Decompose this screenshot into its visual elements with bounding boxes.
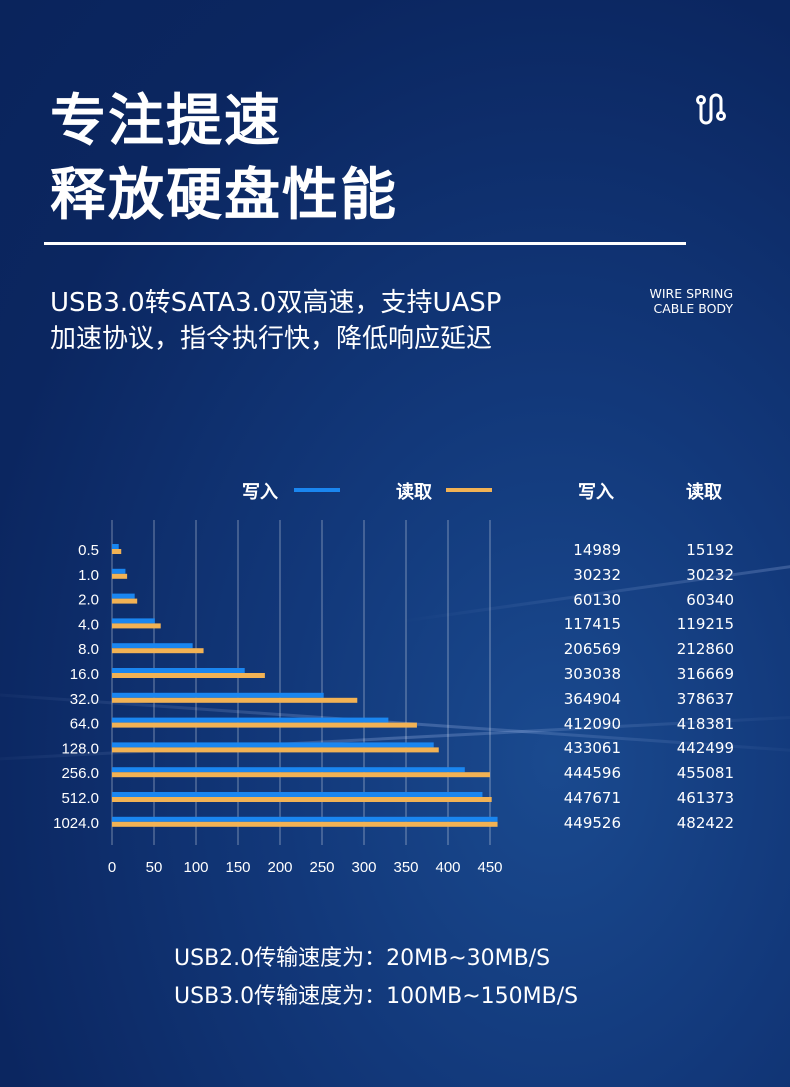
bar-read	[112, 573, 128, 579]
read-value: 455081	[676, 764, 734, 783]
x-tick-label: 450	[477, 859, 502, 876]
tag-line1: WIRE SPRING	[649, 286, 733, 301]
tagline: WIRE SPRING CABLE BODY	[640, 286, 733, 316]
footer-usb3: USB3.0传输速度为：100MB~150MB/S	[174, 984, 579, 1009]
read-value: 461373	[676, 789, 734, 807]
bar-write	[112, 643, 193, 649]
y-tick-label: 8.0	[78, 641, 99, 658]
write-value: 60130	[573, 590, 621, 609]
bar-read	[112, 598, 138, 604]
bar-write	[112, 717, 389, 723]
y-tick-label: 256.0	[61, 765, 99, 782]
x-tick-label: 350	[393, 859, 418, 876]
footer-usb2: USB2.0传输速度为：20MB~30MB/S	[174, 946, 551, 971]
x-tick-label: 0	[108, 859, 116, 876]
write-value: 433061	[563, 739, 621, 758]
read-value: 442499	[676, 739, 734, 758]
write-value: 364904	[563, 689, 621, 708]
read-value: 60340	[686, 590, 734, 609]
read-value: 30232	[686, 565, 734, 584]
x-tick-label: 100	[183, 859, 208, 876]
table-header-write: 写入	[578, 482, 614, 503]
read-value: 418381	[676, 714, 734, 733]
table-header-read: 读取	[686, 482, 722, 503]
y-tick-label: 64.0	[70, 716, 99, 733]
bar-write	[112, 816, 498, 822]
tag-line2: CABLE BODY	[653, 301, 733, 316]
page-title-line2: 释放硬盘性能	[50, 163, 398, 228]
read-value: 482422	[676, 813, 734, 832]
y-tick-label: 32.0	[70, 691, 99, 708]
legend-write-label: 写入	[242, 482, 278, 503]
write-value: 447671	[563, 789, 621, 807]
cable-icon	[696, 93, 726, 125]
legend-read-swatch	[446, 488, 492, 492]
bar-read	[112, 821, 498, 827]
read-value: 15192	[686, 541, 734, 559]
y-tick-label: 16.0	[70, 666, 99, 683]
x-tick-label: 200	[267, 859, 292, 876]
bar-write	[112, 618, 155, 624]
write-value: 303038	[563, 665, 621, 683]
write-value: 117415	[563, 615, 621, 634]
x-tick-label: 400	[435, 859, 460, 876]
bar-write	[112, 742, 434, 748]
bar-write	[112, 568, 126, 574]
write-value: 206569	[563, 640, 621, 659]
bar-write	[112, 792, 483, 797]
y-tick-label: 1.0	[78, 567, 99, 584]
write-value: 14989	[573, 541, 621, 559]
write-value: 449526	[563, 813, 621, 832]
read-value: 119215	[676, 615, 734, 634]
y-tick-label: 512.0	[61, 790, 99, 807]
write-value: 30232	[573, 565, 621, 584]
bar-read	[112, 747, 439, 753]
write-value: 444596	[563, 764, 621, 783]
y-tick-label: 2.0	[78, 592, 99, 609]
bar-write	[112, 593, 135, 599]
bar-write	[112, 544, 119, 549]
bar-read	[112, 549, 122, 554]
bar-read	[112, 697, 358, 703]
bar-write	[112, 668, 245, 673]
bar-read	[112, 673, 265, 678]
bar-read	[112, 623, 161, 629]
write-value: 412090	[563, 714, 621, 733]
x-tick-label: 150	[225, 859, 250, 876]
bar-read	[112, 648, 204, 654]
bar-read	[112, 772, 490, 778]
page-title: 专注提速	[50, 89, 282, 154]
bar-read	[112, 797, 492, 802]
read-value: 316669	[676, 665, 734, 683]
subtitle-line1: USB3.0转SATA3.0双高速，支持UASP	[50, 288, 502, 318]
read-value: 378637	[676, 689, 734, 708]
x-tick-label: 300	[351, 859, 376, 876]
y-tick-label: 128.0	[61, 740, 99, 757]
legend-read-label: 读取	[396, 482, 432, 503]
read-value: 212860	[676, 640, 734, 659]
divider	[44, 242, 686, 245]
bar-write	[112, 692, 324, 698]
bar-read	[112, 722, 417, 728]
x-tick-label: 250	[309, 859, 334, 876]
y-tick-label: 1024.0	[53, 815, 99, 832]
subtitle-line2: 加速协议，指令执行快，降低响应延迟	[50, 324, 493, 354]
bar-write	[112, 767, 465, 773]
legend-write-swatch	[294, 488, 340, 492]
y-tick-label: 4.0	[78, 616, 99, 633]
y-tick-label: 0.5	[78, 542, 99, 559]
x-tick-label: 50	[146, 859, 163, 876]
bar-chart: 0 50 100 150 200 250 300 350 400 450 0.5 1.0 2.0 4.0 8…	[53, 520, 503, 876]
